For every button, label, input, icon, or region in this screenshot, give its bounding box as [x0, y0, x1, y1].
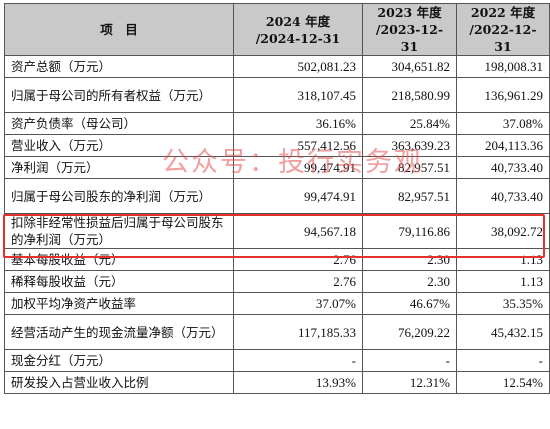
cell-2022: 40,733.40 [456, 156, 550, 179]
cell-2022: 40,733.40 [456, 178, 550, 214]
row-label: 现金分红（万元） [4, 349, 234, 372]
cell-2023: 12.31% [362, 371, 457, 394]
cell-2023: 2.30 [362, 270, 457, 293]
table-row: 净利润（万元） 99,474.91 82,957.51 40,733.40 [4, 156, 550, 179]
cell-2023: 82,957.51 [362, 178, 457, 214]
cell-2022: 136,961.29 [456, 77, 550, 113]
row-label: 稀释每股收益（元） [4, 270, 234, 293]
cell-2024: 99,474.91 [233, 156, 363, 179]
cell-2024: - [233, 349, 363, 372]
cell-2023: 79,116.86 [362, 213, 457, 249]
cell-2024: 117,185.33 [233, 314, 363, 350]
cell-2022: 204,113.36 [456, 134, 550, 157]
cell-2022: - [456, 349, 550, 372]
header-row: 项 目 2024 年度/2024-12-31 2023 年度/2023-12-3… [4, 3, 550, 56]
cell-2024: 99,474.91 [233, 178, 363, 214]
cell-2022: 35.35% [456, 292, 550, 315]
header-2024: 2024 年度/2024-12-31 [233, 3, 363, 56]
table-row: 稀释每股收益（元） 2.76 2.30 1.13 [4, 270, 550, 293]
cell-2024: 13.93% [233, 371, 363, 394]
table-row-highlighted: 扣除非经常性损益后归属于母公司股东的净利润（万元） 94,567.18 79,116… [4, 213, 550, 249]
cell-2024: 502,081.23 [233, 55, 363, 78]
cell-2022: 45,432.15 [456, 314, 550, 350]
cell-2023: 82,957.51 [362, 156, 457, 179]
cell-2024: 318,107.45 [233, 77, 363, 113]
table-row: 归属于母公司股东的净利润（万元） 99,474.91 82,957.51 40,733… [4, 178, 550, 214]
cell-2022: 1.13 [456, 270, 550, 293]
cell-2024: 94,567.18 [233, 213, 363, 249]
cell-2024: 36.16% [233, 112, 363, 135]
row-label: 资产总额（万元） [4, 55, 234, 78]
table-row: 资产总额（万元） 502,081.23 304,651.82 198,008.31 [4, 55, 550, 78]
cell-2023: 76,209.22 [362, 314, 457, 350]
cell-2022: 12.54% [456, 371, 550, 394]
cell-2024: 2.76 [233, 248, 363, 271]
header-2022: 2022 年度/2022-12-31 [456, 3, 550, 56]
row-label: 基本每股收益（元） [4, 248, 234, 271]
table-row: 加权平均净资产收益率 37.07% 46.67% 35.35% [4, 292, 550, 315]
cell-2023: 46.67% [362, 292, 457, 315]
row-label: 加权平均净资产收益率 [4, 292, 234, 315]
table-row: 经营活动产生的现金流量净额（万元） 117,185.33 76,209.22 45,4… [4, 314, 550, 350]
table-row: 营业收入（万元） 557,412.56 363,639.23 204,113.36 [4, 134, 550, 157]
cell-2024: 557,412.56 [233, 134, 363, 157]
row-label: 净利润（万元） [4, 156, 234, 179]
row-label: 资产负债率（母公司） [4, 112, 234, 135]
row-label: 归属于母公司的所有者权益（万元） [4, 77, 234, 113]
cell-2022: 38,092.72 [456, 213, 550, 249]
cell-2023: 2.30 [362, 248, 457, 271]
table-row: 现金分红（万元） - - - [4, 349, 550, 372]
cell-2023: 304,651.82 [362, 55, 457, 78]
cell-2024: 2.76 [233, 270, 363, 293]
table-row: 归属于母公司的所有者权益（万元） 318,107.45 218,580.99 136,… [4, 77, 550, 113]
cell-2023: 363,639.23 [362, 134, 457, 157]
table-row: 基本每股收益（元） 2.76 2.30 1.13 [4, 248, 550, 271]
cell-2022: 1.13 [456, 248, 550, 271]
cell-2023: - [362, 349, 457, 372]
cell-2022: 37.08% [456, 112, 550, 135]
cell-2023: 25.84% [362, 112, 457, 135]
header-2023: 2023 年度/2023-12-31 [362, 3, 457, 56]
row-label: 归属于母公司股东的净利润（万元） [4, 178, 234, 214]
cell-2024: 37.07% [233, 292, 363, 315]
cell-2022: 198,008.31 [456, 55, 550, 78]
header-item: 项 目 [4, 3, 234, 56]
row-label: 经营活动产生的现金流量净额（万元） [4, 314, 234, 350]
table-row: 资产负债率（母公司） 36.16% 25.84% 37.08% [4, 112, 550, 135]
cell-2023: 218,580.99 [362, 77, 457, 113]
row-label: 扣除非经常性损益后归属于母公司股东的净利润（万元） [4, 213, 234, 249]
table-row: 研发投入占营业收入比例 13.93% 12.31% 12.54% [4, 371, 550, 394]
row-label: 研发投入占营业收入比例 [4, 371, 234, 394]
row-label: 营业收入（万元） [4, 134, 234, 157]
financial-table: 项 目 2024 年度/2024-12-31 2023 年度/2023-12-3… [4, 3, 550, 394]
